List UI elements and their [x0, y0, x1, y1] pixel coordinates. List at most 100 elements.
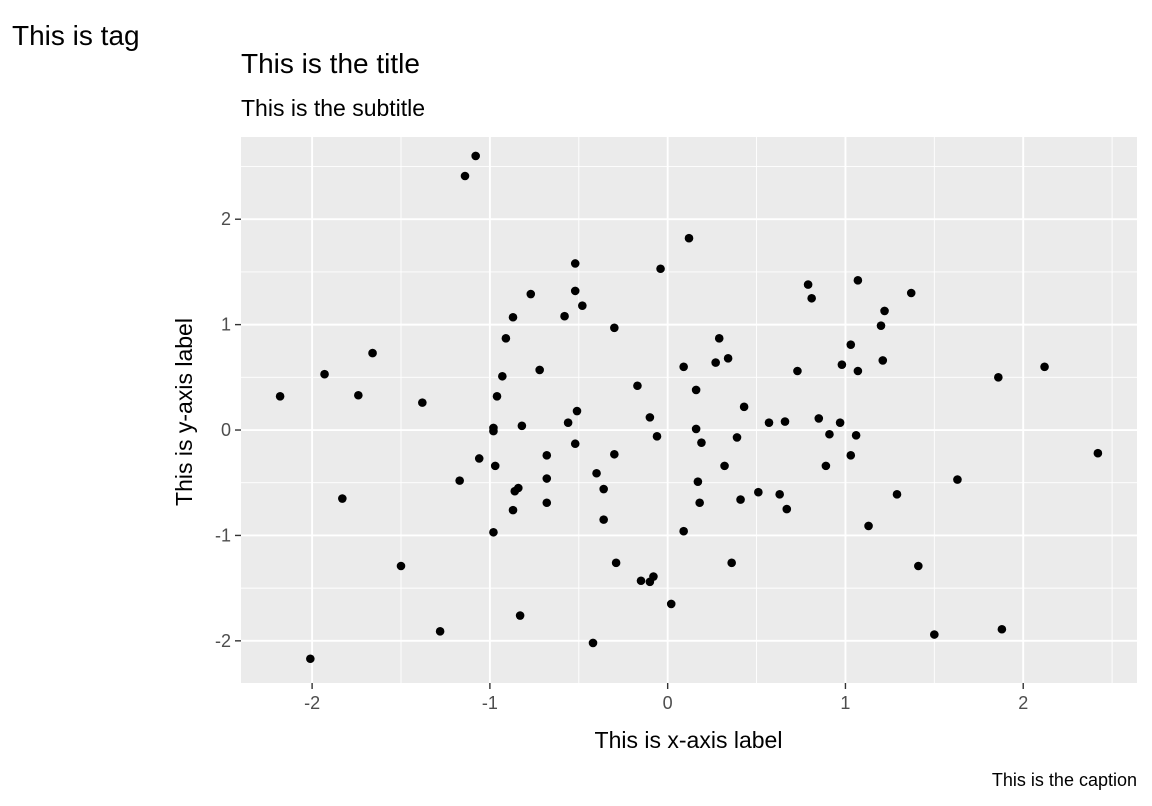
data-point [306, 654, 315, 664]
data-point [994, 373, 1003, 382]
data-point [560, 311, 569, 321]
data-point [563, 418, 573, 427]
y-tick-label: 0 [221, 420, 231, 440]
data-points [275, 151, 1103, 664]
data-point [572, 406, 582, 416]
data-point [714, 334, 724, 343]
data-point [666, 599, 676, 609]
chart-subtitle: This is the subtitle [241, 95, 425, 121]
data-point [542, 498, 552, 508]
x-axis-title: This is x-axis label [595, 727, 783, 753]
y-tick-label: -1 [215, 525, 231, 545]
plot-panel [241, 137, 1137, 683]
data-point [611, 558, 621, 568]
data-point [1040, 362, 1049, 372]
data-point [508, 312, 518, 322]
data-point [892, 490, 902, 499]
data-point [526, 289, 536, 299]
data-point [793, 366, 802, 376]
data-point [876, 321, 886, 330]
x-tick-label: 0 [663, 693, 673, 713]
data-point [679, 362, 688, 372]
chart-title: This is the title [241, 48, 420, 79]
data-point [320, 369, 329, 379]
data-point [633, 381, 642, 391]
data-point [599, 484, 608, 494]
data-point [368, 348, 377, 358]
data-point [846, 451, 856, 460]
data-point [697, 438, 706, 447]
data-point [501, 334, 511, 343]
data-point [542, 474, 552, 483]
x-axis: -2 -1 0 1 2 [304, 683, 1028, 713]
x-tick-label: -1 [482, 693, 498, 713]
data-point [739, 402, 749, 412]
data-point [691, 385, 701, 395]
y-axis: -2 -1 0 1 2 [215, 209, 241, 651]
y-tick-label: 2 [221, 209, 231, 229]
data-point [490, 461, 500, 471]
x-tick-label: -2 [304, 693, 320, 713]
y-tick-label: -2 [215, 631, 231, 651]
data-point [515, 611, 525, 620]
data-point [510, 486, 520, 496]
data-point [570, 286, 580, 296]
data-point [825, 429, 834, 439]
data-point [727, 558, 736, 568]
data-point [592, 468, 601, 478]
data-point [914, 561, 923, 571]
data-point [636, 576, 646, 586]
y-axis-title: This is y-axis label [171, 318, 197, 506]
data-point [599, 515, 608, 524]
data-point [853, 276, 863, 285]
data-point [455, 476, 464, 485]
data-point [878, 356, 888, 365]
data-point [645, 413, 655, 422]
data-point [780, 417, 790, 426]
data-point [588, 638, 598, 648]
data-point [474, 454, 484, 463]
major-gridlines [241, 137, 1137, 683]
data-point [821, 461, 831, 471]
data-point [492, 391, 502, 401]
data-point [610, 323, 619, 333]
data-point [535, 365, 544, 375]
x-tick-label: 1 [840, 693, 850, 713]
data-point [645, 577, 655, 587]
data-point [764, 418, 774, 427]
data-point [720, 461, 729, 471]
data-point [732, 433, 742, 442]
data-point [354, 390, 363, 400]
data-point [542, 451, 552, 460]
data-point [711, 358, 720, 367]
data-point [570, 259, 580, 268]
y-tick-label: 1 [221, 315, 231, 335]
data-point [803, 280, 813, 289]
data-point [775, 490, 784, 499]
data-point [517, 421, 527, 431]
data-point [864, 521, 873, 531]
data-point [396, 561, 406, 571]
data-point [754, 487, 763, 497]
data-point [489, 527, 498, 537]
data-point [578, 301, 587, 310]
data-point [736, 495, 745, 504]
data-point [679, 526, 688, 536]
data-point [684, 233, 694, 243]
data-point [880, 306, 889, 316]
data-point [814, 414, 824, 423]
plot-tag: This is tag [12, 20, 140, 51]
data-point [835, 418, 845, 427]
data-point [853, 366, 863, 376]
data-point [930, 630, 939, 639]
data-point [906, 288, 916, 298]
data-point [471, 151, 480, 161]
data-point [570, 439, 580, 449]
data-point [508, 505, 518, 515]
data-point [498, 371, 507, 381]
data-point [846, 340, 856, 349]
data-point [691, 424, 701, 434]
x-tick-label: 2 [1018, 693, 1028, 713]
data-point [610, 449, 619, 459]
